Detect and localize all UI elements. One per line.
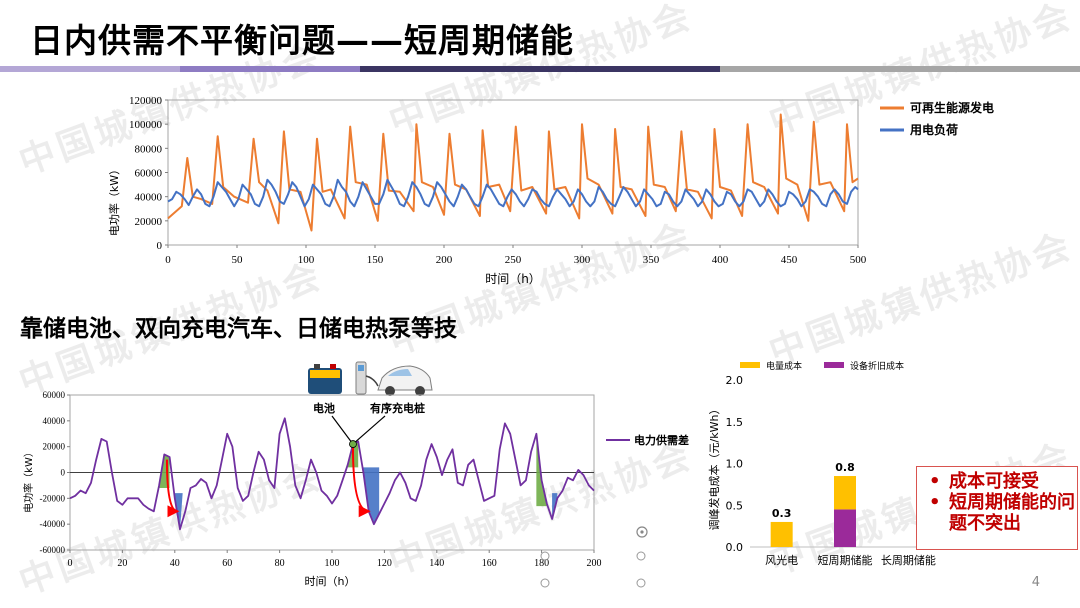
ev-charging-icon — [355, 361, 433, 396]
bottom-x-tick-label: 100 — [325, 558, 340, 569]
top-x-tick-label: 400 — [712, 254, 729, 266]
legend-gap: 电力供需差 — [634, 433, 689, 447]
top-x-tick-label: 100 — [298, 254, 315, 266]
top-chart-legend: 可再生能源发电 用电负荷 — [880, 100, 994, 137]
bar-value-label: 0.8 — [835, 461, 855, 474]
legend-renewable: 可再生能源发电 — [910, 100, 994, 115]
top-x-tick-label: 450 — [781, 254, 798, 266]
top-y-tick-label: 0 — [157, 240, 163, 252]
bottom-y-tick-label: -40000 — [40, 519, 66, 529]
legend-equipment-cost: 设备折旧成本 — [850, 360, 904, 372]
bar-chart-ylabel: 调峰发电成本（元/kWh） — [707, 404, 721, 531]
bar-segment — [770, 521, 793, 547]
annotation-charging-pile: 有序充电桩 — [370, 401, 425, 415]
bottom-x-tick-label: 140 — [429, 558, 444, 569]
top-x-tick-label: 0 — [165, 254, 171, 266]
bar-y-tick-label: 1.5 — [726, 416, 744, 429]
annotation-battery: 电池 — [313, 401, 335, 415]
top-chart-xlabel: 时间（h） — [485, 272, 541, 286]
top-x-tick-label: 250 — [505, 254, 522, 266]
bottom-x-tick-label: 80 — [275, 558, 285, 569]
load-shift-arrow — [165, 459, 180, 518]
legend-energy-cost: 电量成本 — [766, 360, 802, 372]
bar-segment — [834, 509, 856, 547]
annotation-pointer-line — [331, 415, 354, 445]
surplus-region — [536, 433, 547, 507]
top-y-tick-label: 120000 — [129, 95, 163, 107]
bar-category-label: 风光电 — [765, 553, 798, 567]
bar-y-tick-label: 1.0 — [726, 458, 744, 471]
bottom-x-tick-label: 60 — [222, 558, 232, 569]
bottom-y-tick-label: 20000 — [43, 442, 66, 452]
legend-load: 用电负荷 — [909, 122, 958, 137]
top-series-line-0 — [167, 113, 859, 232]
bottom-x-tick-label: 0 — [68, 558, 73, 569]
bottom-chart-legend: 电力供需差 — [606, 433, 689, 447]
bottom-x-tick-label: 40 — [170, 558, 180, 569]
bar-segment — [834, 476, 856, 510]
top-y-tick-label: 40000 — [135, 192, 163, 204]
top-x-tick-label: 50 — [232, 254, 244, 266]
bar-category-label: 长周期储能 — [881, 553, 936, 567]
page-title: 日内供需不平衡问题——短周期储能 — [30, 21, 574, 60]
deficit-region — [363, 467, 380, 525]
bottom-y-tick-label: 60000 — [43, 390, 66, 400]
bottom-x-tick-label: 160 — [482, 558, 497, 569]
bottom-y-tick-label: -20000 — [40, 493, 66, 503]
top-chart-ylabel: 电功率（kW） — [107, 164, 121, 236]
bottom-x-tick-label: 180 — [534, 558, 549, 569]
top-x-tick-label: 350 — [643, 254, 660, 266]
callout-item: 成本可接受 — [929, 471, 1077, 492]
bottom-x-tick-label: 120 — [377, 558, 392, 569]
top-y-tick-label: 20000 — [135, 216, 163, 228]
top-x-tick-label: 500 — [850, 254, 867, 266]
top-series-line-1 — [167, 178, 859, 208]
top-x-tick-label: 150 — [367, 254, 384, 266]
bottom-chart-ylabel: 电功率（kW） — [22, 447, 35, 513]
top-y-tick-label: 100000 — [129, 119, 163, 131]
callout-item: 短周期储能的问题不突出 — [929, 492, 1077, 534]
top-x-tick-label: 200 — [436, 254, 453, 266]
gap-series-line — [69, 417, 595, 531]
bottom-chart-xlabel: 时间（h） — [305, 575, 356, 588]
renewable-vs-load-chart: 0 20000 40000 60000 80000 100000 120000 0 50 100 1… — [107, 95, 994, 286]
top-y-tick-label: 60000 — [135, 168, 163, 180]
decorative-circles — [540, 526, 648, 588]
bottom-y-tick-label: 40000 — [43, 416, 66, 426]
peak-cost-bar-chart: 0.0 0.5 1.0 1.5 2.0 风光电 短周期储能 长周期储能 0.3 0.8 电量成本… — [707, 360, 940, 567]
bar-y-tick-label: 0.5 — [726, 499, 744, 512]
top-x-tick-label: 300 — [574, 254, 591, 266]
bar-category-label: 短周期储能 — [818, 553, 873, 567]
title-divider-bar — [0, 66, 1080, 72]
page-number: 4 — [1031, 575, 1040, 590]
section-subtitle: 靠储电池、双向充电汽车、日储电热泵等技 — [20, 316, 457, 342]
top-y-tick-label: 80000 — [135, 143, 163, 155]
bottom-x-tick-label: 200 — [587, 558, 602, 569]
bar-y-tick-label: 0.0 — [726, 541, 744, 554]
load-shift-arrow — [351, 446, 371, 518]
annotation-pointer-line — [352, 415, 386, 445]
peak-marker — [349, 440, 357, 448]
bottom-x-tick-label: 20 — [117, 558, 127, 569]
bottom-y-tick-label: -60000 — [40, 545, 66, 555]
bar-value-label: 0.3 — [772, 507, 792, 520]
conclusion-callout: 成本可接受 短周期储能的问题不突出 — [916, 466, 1078, 550]
supply-demand-gap-chart: -60000 -40000 -20000 0 20000 40000 60000 0 20 40 6… — [22, 390, 689, 588]
bottom-y-tick-label: 0 — [61, 468, 66, 478]
bar-chart-legend: 电量成本 设备折旧成本 — [740, 360, 904, 372]
battery-icon — [308, 364, 342, 394]
bar-y-tick-label: 2.0 — [726, 374, 744, 387]
